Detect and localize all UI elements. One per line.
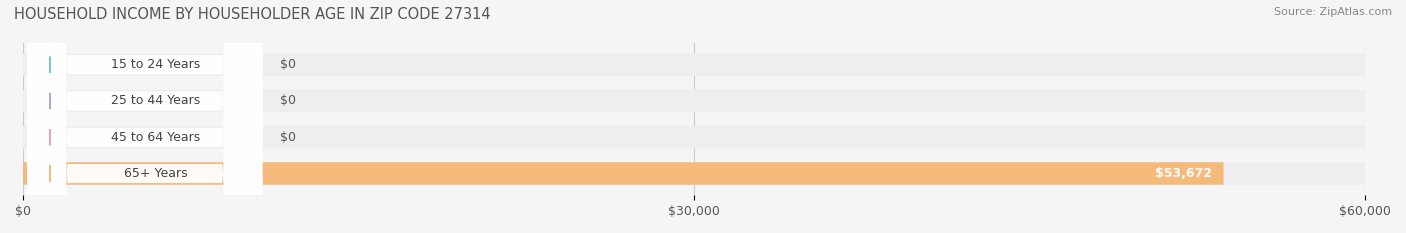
Text: Source: ZipAtlas.com: Source: ZipAtlas.com bbox=[1274, 7, 1392, 17]
Text: 25 to 44 Years: 25 to 44 Years bbox=[111, 95, 201, 107]
Text: 45 to 64 Years: 45 to 64 Years bbox=[111, 131, 201, 144]
Text: 15 to 24 Years: 15 to 24 Years bbox=[111, 58, 201, 71]
FancyBboxPatch shape bbox=[28, 0, 263, 233]
FancyBboxPatch shape bbox=[28, 0, 263, 233]
FancyBboxPatch shape bbox=[22, 90, 1365, 112]
FancyBboxPatch shape bbox=[22, 162, 1365, 185]
FancyBboxPatch shape bbox=[28, 0, 263, 233]
FancyBboxPatch shape bbox=[22, 54, 1365, 76]
Text: $0: $0 bbox=[280, 131, 297, 144]
Text: $0: $0 bbox=[280, 58, 297, 71]
Text: 65+ Years: 65+ Years bbox=[124, 167, 188, 180]
Text: HOUSEHOLD INCOME BY HOUSEHOLDER AGE IN ZIP CODE 27314: HOUSEHOLD INCOME BY HOUSEHOLDER AGE IN Z… bbox=[14, 7, 491, 22]
FancyBboxPatch shape bbox=[28, 0, 263, 233]
FancyBboxPatch shape bbox=[22, 162, 1223, 185]
Text: $0: $0 bbox=[280, 95, 297, 107]
Text: $53,672: $53,672 bbox=[1156, 167, 1212, 180]
FancyBboxPatch shape bbox=[22, 126, 1365, 148]
